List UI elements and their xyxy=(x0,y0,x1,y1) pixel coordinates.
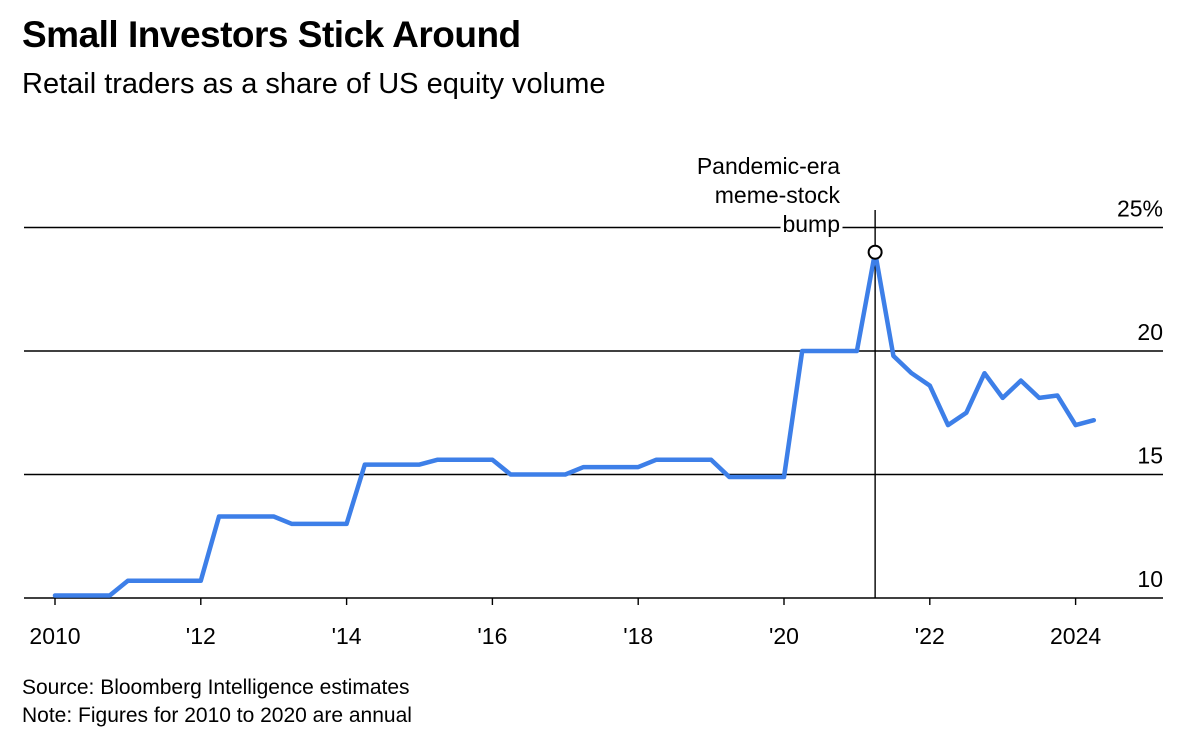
annotation-label: meme-stock xyxy=(715,182,841,208)
footnote: Note: Figures for 2010 to 2020 are annua… xyxy=(22,704,412,727)
gridlines xyxy=(24,226,1163,605)
y-tick-label: 15 xyxy=(1137,443,1163,469)
x-tick-label: '20 xyxy=(769,623,799,649)
series-group xyxy=(52,244,1097,598)
chart-title: Small Investors Stick Around xyxy=(22,14,521,55)
chart-subtitle: Retail traders as a share of US equity v… xyxy=(22,68,606,100)
annotation-label: Pandemic-era xyxy=(697,153,840,179)
source-note: Source: Bloomberg Intelligence estimates xyxy=(22,676,410,699)
x-tick-label: '22 xyxy=(915,623,945,649)
x-tick-label: '14 xyxy=(332,623,362,649)
y-tick-label: 20 xyxy=(1137,319,1163,345)
annotation-marker xyxy=(867,244,883,260)
x-tick-label: 2010 xyxy=(29,623,80,649)
annotation-label: bump xyxy=(782,211,840,237)
y-tick-label: 10 xyxy=(1137,566,1163,592)
x-tick-label: '12 xyxy=(186,623,216,649)
x-tick-label: '18 xyxy=(623,623,653,649)
x-tick-label: '16 xyxy=(477,623,507,649)
x-tick-label: 2024 xyxy=(1050,623,1101,649)
annotation-group: Pandemic-era meme-stock bump xyxy=(693,150,876,598)
axis-labels: 10 15 20 25% 2010 '12 '14 '16 '18 '20 '22 2024 xyxy=(29,196,1163,650)
series-line xyxy=(52,249,1097,598)
y-tick-label: 25% xyxy=(1117,196,1163,222)
